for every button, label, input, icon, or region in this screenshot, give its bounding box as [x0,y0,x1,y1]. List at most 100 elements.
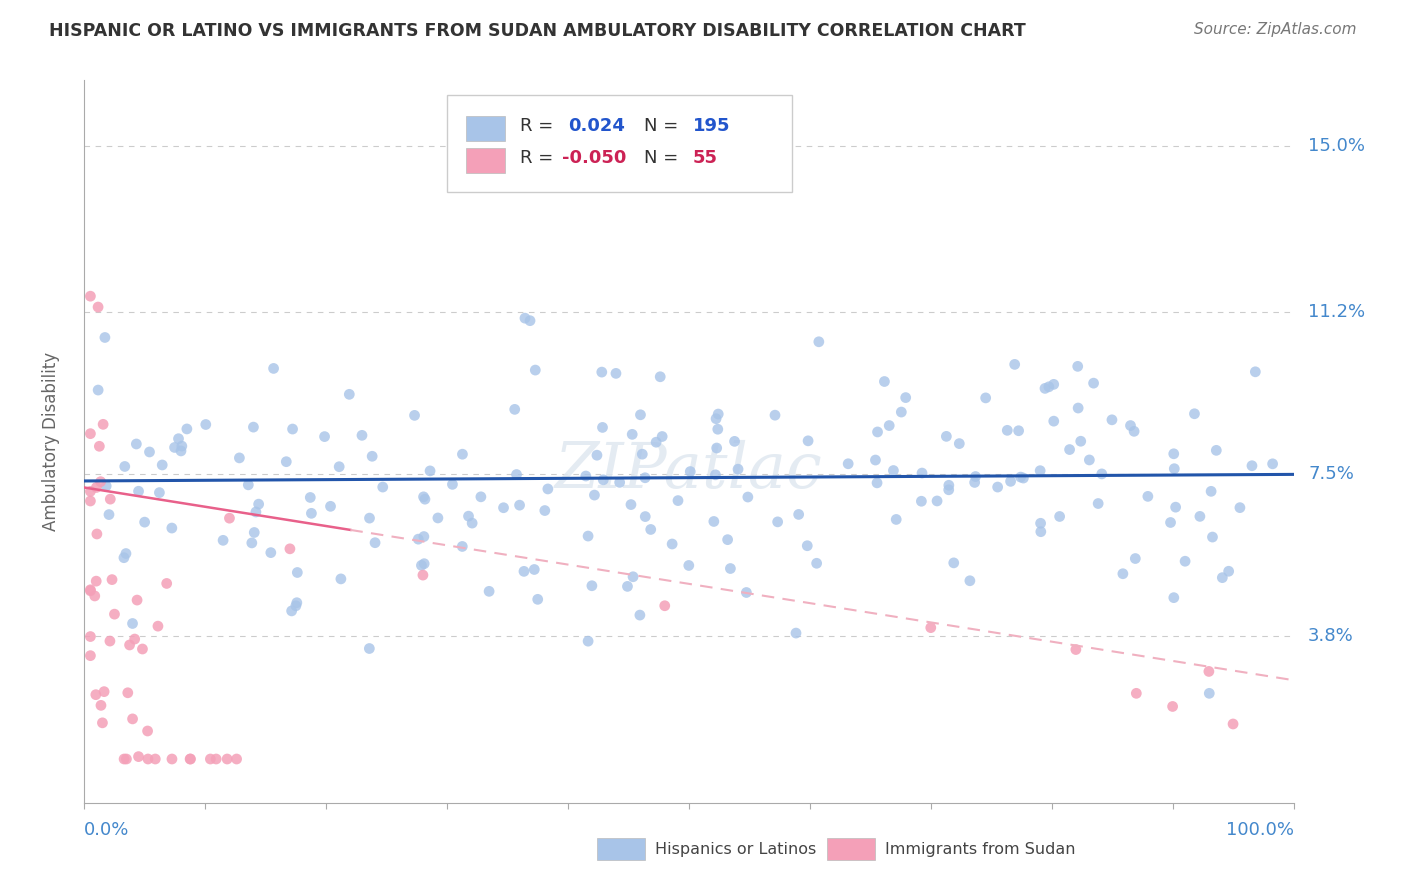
Point [1240,458,1263,473]
Point [138,445,160,459]
Point [98,634,121,648]
Point [866,425,889,439]
Point [1000,475,1022,489]
Point [170,444,193,458]
Point [79,289,101,303]
Point [470,490,492,504]
Point [371,480,394,494]
Point [717,533,740,547]
Point [228,450,250,465]
Point [704,411,727,425]
Point [176,422,198,436]
Point [86,527,108,541]
Point [787,508,810,522]
Text: 55: 55 [693,149,717,167]
Point [707,422,730,436]
Point [79,648,101,663]
Point [94,330,117,344]
Point [1042,414,1064,428]
Point [1125,686,1147,700]
Point [263,361,285,376]
Point [79,583,101,598]
Point [631,447,654,461]
Text: N =: N = [644,117,679,135]
Point [1198,665,1220,679]
Point [112,550,135,565]
Point [115,547,138,561]
Point [877,418,900,433]
Text: 0.024: 0.024 [568,117,624,135]
Point [276,455,298,469]
Point [218,511,240,525]
Point [763,408,786,422]
Point [1163,461,1185,475]
Text: Ambulatory Disability: Ambulatory Disability [42,352,59,531]
Point [865,453,887,467]
Point [1064,642,1087,657]
Point [797,434,820,448]
Point [284,599,307,613]
Point [938,483,960,497]
Point [212,533,235,548]
Point [90,698,112,713]
Point [412,568,434,582]
Point [87,300,110,314]
Point [413,492,436,507]
Point [1091,467,1114,481]
Point [124,632,146,646]
Point [1042,377,1064,392]
Point [592,473,614,487]
Point [148,485,170,500]
Point [79,484,101,499]
Point [1198,686,1220,700]
Point [79,494,101,508]
Point [995,423,1018,437]
Point [965,469,987,483]
Point [247,497,270,511]
Text: 7.5%: 7.5% [1308,466,1354,483]
Point [1049,509,1071,524]
Point [156,576,179,591]
Point [404,409,426,423]
Point [329,572,352,586]
Point [513,311,536,326]
Point [90,475,112,489]
Point [1123,425,1146,439]
Point [651,429,673,443]
Point [98,492,121,507]
Point [205,752,228,766]
Point [128,484,150,499]
Point [114,459,136,474]
Point [359,641,381,656]
Point [408,532,430,546]
Point [1222,717,1244,731]
FancyBboxPatch shape [467,148,505,173]
Point [1244,365,1267,379]
Point [87,383,110,397]
Point [278,541,301,556]
Point [98,508,121,522]
Point [703,515,725,529]
Point [364,535,387,549]
Point [103,607,125,622]
Point [523,562,546,576]
Point [1007,424,1029,438]
Point [723,434,745,449]
Point [890,405,912,419]
Point [679,465,702,479]
Point [451,447,474,461]
Point [735,585,758,599]
Point [935,429,957,443]
Point [1033,381,1056,395]
Point [1083,376,1105,391]
Point [160,521,183,535]
Point [79,630,101,644]
Point [112,752,135,766]
Point [942,556,965,570]
FancyBboxPatch shape [447,95,792,193]
Point [337,387,360,401]
Point [143,752,166,766]
Point [575,469,598,483]
Point [1012,471,1035,485]
Point [1199,484,1222,499]
